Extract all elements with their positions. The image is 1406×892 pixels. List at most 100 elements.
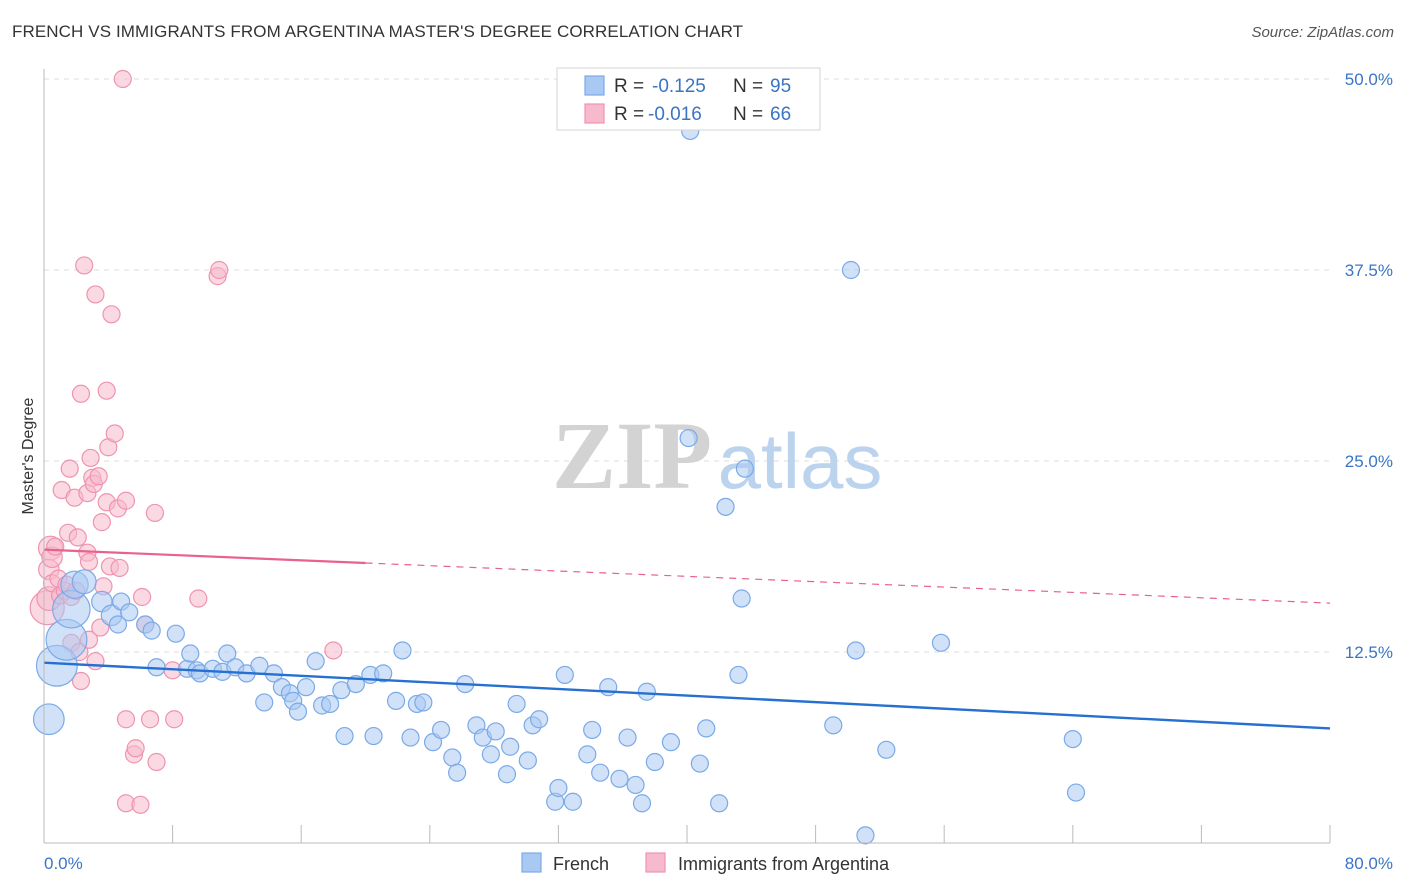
- french-point: [486, 722, 505, 741]
- french-point: [108, 615, 128, 634]
- legend-french-r-label: R =: [614, 76, 644, 97]
- argentina-trend-line-extension: [365, 562, 1331, 604]
- french-point: [661, 733, 681, 752]
- french-point: [296, 678, 316, 697]
- series-french-points: [32, 121, 1086, 845]
- argentina-point: [81, 448, 100, 468]
- legend-french-swatch: [584, 75, 605, 96]
- y-tick-label: 12.5%: [1345, 643, 1393, 662]
- french-point: [610, 769, 629, 788]
- french-point: [632, 794, 652, 813]
- french-point: [679, 428, 698, 448]
- french-point: [497, 765, 517, 784]
- french-point: [518, 751, 537, 770]
- argentina-point: [75, 256, 94, 275]
- argentina-point: [105, 424, 124, 443]
- y-axis-label: Master's Degree: [20, 397, 37, 514]
- french-point: [591, 763, 610, 782]
- french-point: [448, 763, 467, 782]
- french-point: [306, 652, 325, 671]
- bottom-legend-french-swatch: [521, 852, 542, 873]
- argentina-point: [89, 467, 108, 486]
- legend-argentina-r-value: -0.016: [648, 104, 702, 125]
- french-point: [1063, 729, 1082, 749]
- argentina-point: [97, 381, 116, 400]
- french-point: [530, 710, 549, 729]
- argentina-point: [92, 513, 111, 532]
- watermark: ZIP atlas: [552, 402, 882, 509]
- argentina-point: [140, 710, 160, 729]
- french-point: [626, 775, 645, 795]
- argentina-point: [126, 739, 145, 758]
- argentina-point: [86, 285, 105, 304]
- french-point: [335, 726, 354, 746]
- french-point: [374, 664, 393, 683]
- bottom-legend-french-label: French: [553, 854, 609, 874]
- y-tick-label: 37.5%: [1345, 261, 1393, 280]
- x-tick-label: 0.0%: [44, 854, 83, 873]
- french-point: [697, 719, 716, 738]
- argentina-point: [46, 537, 65, 556]
- legend-argentina-r-label: R =: [614, 104, 644, 125]
- french-point: [386, 691, 406, 710]
- chart-title: FRENCH VS IMMIGRANTS FROM ARGENTINA MAST…: [12, 22, 744, 41]
- legend-french-n-value: 95: [770, 76, 791, 97]
- legend-argentina-swatch: [584, 103, 605, 124]
- french-point: [364, 726, 383, 746]
- stats-legend: R = -0.125 N = 95 R = -0.016 N = 66: [556, 67, 821, 131]
- argentina-point: [113, 69, 132, 89]
- french-point: [414, 693, 433, 712]
- french-point: [142, 621, 161, 640]
- x-tick-label: 80.0%: [1345, 854, 1393, 873]
- french-point: [645, 752, 664, 772]
- french-point: [255, 693, 274, 712]
- french-point: [401, 728, 420, 747]
- grid-lines: [44, 78, 1330, 653]
- french-point: [637, 682, 656, 701]
- french-point: [578, 745, 597, 764]
- argentina-point: [102, 305, 121, 324]
- argentina-point: [116, 491, 136, 510]
- french-point: [181, 644, 200, 663]
- legend-french-r-value: -0.125: [652, 76, 706, 97]
- argentina-point: [71, 384, 91, 403]
- argentina-point: [68, 528, 87, 547]
- french-point: [877, 740, 896, 759]
- argentina-point: [60, 459, 79, 478]
- trend-lines: [43, 548, 1331, 730]
- french-point: [507, 694, 526, 714]
- french-point: [120, 603, 139, 622]
- axes: [43, 69, 1331, 844]
- french-point: [481, 745, 500, 764]
- french-point: [856, 826, 875, 845]
- french-point: [563, 792, 582, 811]
- french-point: [393, 641, 412, 660]
- french-point: [824, 716, 843, 735]
- french-point: [1066, 783, 1086, 802]
- french-point: [549, 778, 568, 798]
- argentina-point: [145, 503, 165, 523]
- french-point: [431, 720, 451, 740]
- french-point: [690, 754, 709, 773]
- french-point: [443, 748, 462, 767]
- argentina-point: [110, 558, 129, 578]
- x-tick-labels: 0.0% 80.0%: [44, 854, 1393, 873]
- argentina-point: [324, 641, 343, 660]
- bottom-legend-argentina-swatch: [645, 852, 666, 873]
- french-point: [599, 678, 618, 697]
- french-point: [166, 624, 185, 643]
- bottom-legend-argentina-label: Immigrants from Argentina: [678, 854, 890, 874]
- french-point: [710, 794, 729, 813]
- french-point: [846, 641, 865, 660]
- french-point: [321, 694, 340, 714]
- argentina-trend-line: [43, 548, 366, 565]
- argentina-point: [210, 260, 229, 280]
- french-point: [32, 703, 65, 736]
- french-point: [555, 665, 574, 685]
- argentina-point: [132, 587, 152, 607]
- argentina-point: [165, 710, 184, 729]
- french-trend-line: [43, 661, 1331, 730]
- french-point: [583, 720, 602, 740]
- french-point: [735, 459, 754, 478]
